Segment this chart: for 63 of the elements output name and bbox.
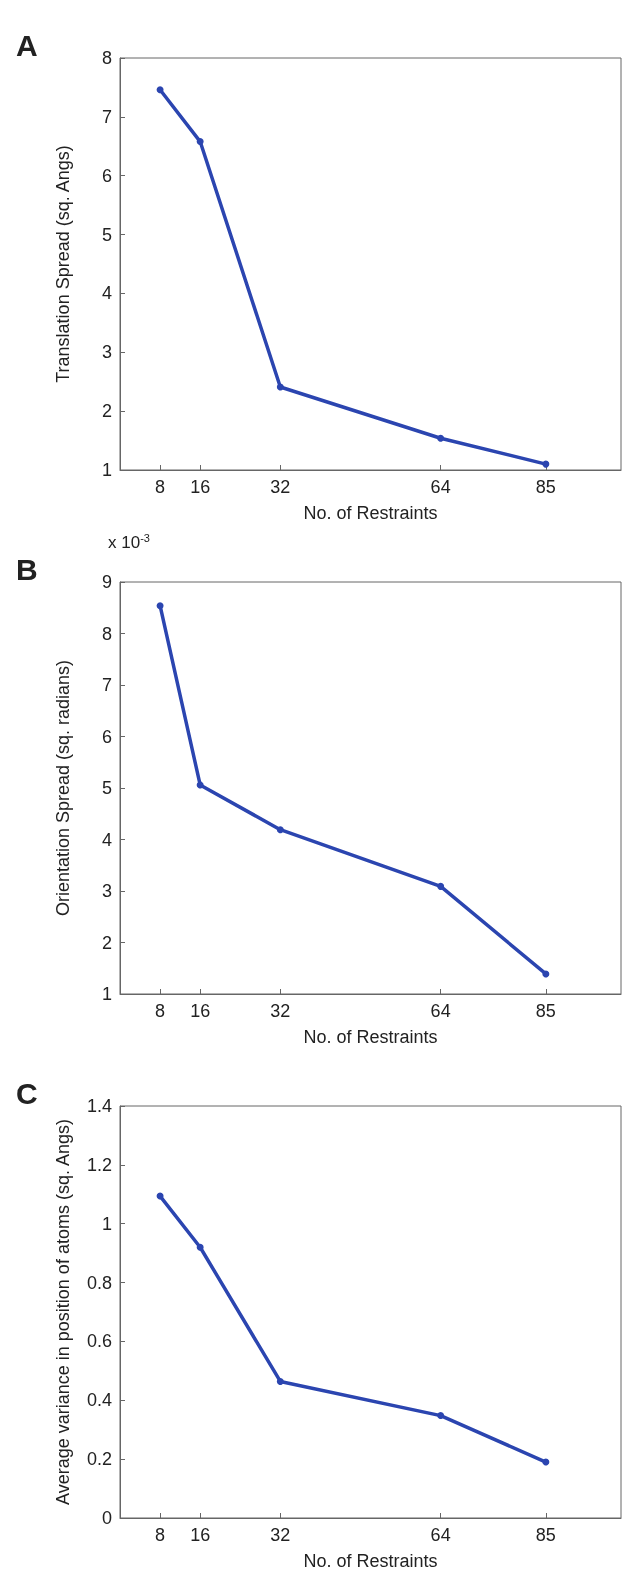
x-tick-label: 64 bbox=[430, 1525, 451, 1545]
x-tick-label: 64 bbox=[430, 477, 451, 497]
y-tick-label: 0.6 bbox=[86, 1331, 112, 1352]
text: B bbox=[16, 552, 38, 586]
text: C bbox=[16, 1076, 38, 1110]
x-tick-label: 16 bbox=[190, 477, 211, 497]
y-tick-label: 0.2 bbox=[86, 1449, 112, 1470]
y-tick-label: 0 bbox=[101, 1508, 112, 1528]
y-tick-label: 8 bbox=[101, 48, 112, 68]
point bbox=[542, 970, 550, 978]
point bbox=[276, 826, 284, 834]
x-axis-title: No. of Restraints bbox=[303, 1551, 438, 1571]
y-tick-label: 1.4 bbox=[86, 1096, 112, 1116]
y-tick-label: 8 bbox=[101, 623, 112, 644]
y-tick-label: 1 bbox=[101, 984, 112, 1004]
y-axis-title: Average variance in position of atoms (sq. Angs) bbox=[53, 1119, 73, 1505]
y-tick-label: 0.4 bbox=[86, 1390, 112, 1411]
x-tick-label: 16 bbox=[190, 1525, 211, 1545]
y-tick-label: 7 bbox=[101, 675, 112, 695]
x-tick-label: 85 bbox=[535, 1525, 556, 1545]
y-tick-label: 5 bbox=[101, 778, 112, 798]
x-tick-label: 16 bbox=[190, 1001, 211, 1021]
x-tick-label: 8 bbox=[155, 477, 166, 497]
x-tick-label: 8 bbox=[155, 1001, 166, 1021]
point bbox=[437, 882, 445, 890]
y-tick-label: 9 bbox=[101, 572, 112, 592]
y-tick-label: 6 bbox=[101, 165, 112, 186]
y-tick-label: 1.2 bbox=[86, 1154, 112, 1175]
x-tick-label: 85 bbox=[535, 477, 556, 497]
y-tick-label: 7 bbox=[101, 106, 112, 127]
y-tick-label: 4 bbox=[101, 283, 112, 304]
y-axis-title: Orientation Spread (sq. radians) bbox=[53, 659, 73, 917]
point bbox=[276, 1377, 284, 1385]
x-axis-title: No. of Restraints bbox=[303, 503, 438, 523]
point bbox=[276, 383, 284, 391]
point bbox=[542, 460, 550, 468]
y-axis-title: Translation Spread (sq. Angs) bbox=[53, 145, 73, 383]
y-tick-label: 5 bbox=[101, 224, 112, 245]
x-tick-label: 64 bbox=[430, 1001, 451, 1021]
x-tick-label: 32 bbox=[270, 1001, 291, 1021]
y-tick-label: 3 bbox=[101, 881, 112, 901]
y-tick-label: 3 bbox=[101, 342, 112, 363]
point bbox=[156, 602, 164, 610]
y-tick-label: 0.8 bbox=[86, 1272, 112, 1293]
x-tick-label: 85 bbox=[535, 1001, 556, 1021]
y-tick-label: 6 bbox=[101, 726, 112, 747]
y-tick-label: 2 bbox=[101, 401, 112, 422]
text: A bbox=[16, 28, 38, 62]
y-tick-label: 4 bbox=[101, 829, 112, 850]
y-tick-label: 1 bbox=[101, 460, 112, 480]
y-tick-label: 1 bbox=[101, 1213, 112, 1234]
point bbox=[542, 1458, 550, 1466]
point bbox=[196, 1243, 204, 1251]
point bbox=[437, 1412, 445, 1420]
point bbox=[196, 781, 204, 789]
x-tick-label: 32 bbox=[270, 1525, 291, 1545]
x-axis-title: No. of Restraints bbox=[303, 1027, 438, 1047]
x-tick-label: 32 bbox=[270, 477, 291, 497]
y-tick-label: 2 bbox=[101, 932, 112, 953]
point bbox=[156, 86, 164, 94]
x-tick-label: 8 bbox=[155, 1525, 166, 1545]
point bbox=[437, 434, 445, 442]
point bbox=[196, 138, 204, 146]
